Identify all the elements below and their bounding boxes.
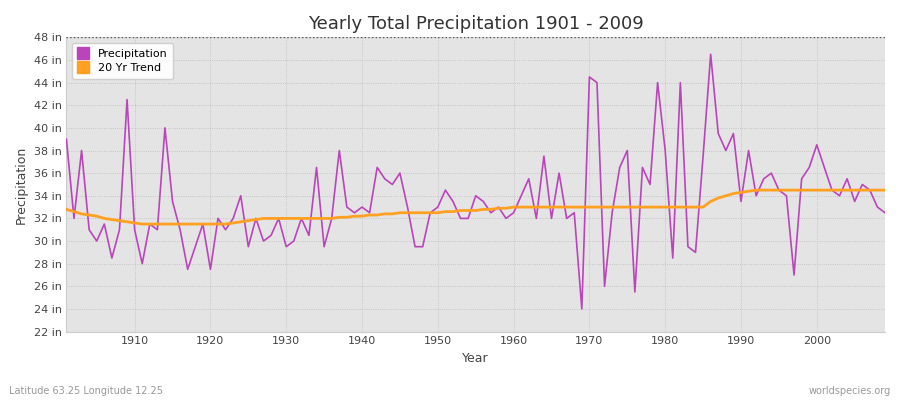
Legend: Precipitation, 20 Yr Trend: Precipitation, 20 Yr Trend <box>72 43 173 79</box>
Text: Latitude 63.25 Longitude 12.25: Latitude 63.25 Longitude 12.25 <box>9 386 163 396</box>
Y-axis label: Precipitation: Precipitation <box>15 145 28 224</box>
Text: worldspecies.org: worldspecies.org <box>809 386 891 396</box>
Title: Yearly Total Precipitation 1901 - 2009: Yearly Total Precipitation 1901 - 2009 <box>308 15 644 33</box>
X-axis label: Year: Year <box>463 352 489 365</box>
